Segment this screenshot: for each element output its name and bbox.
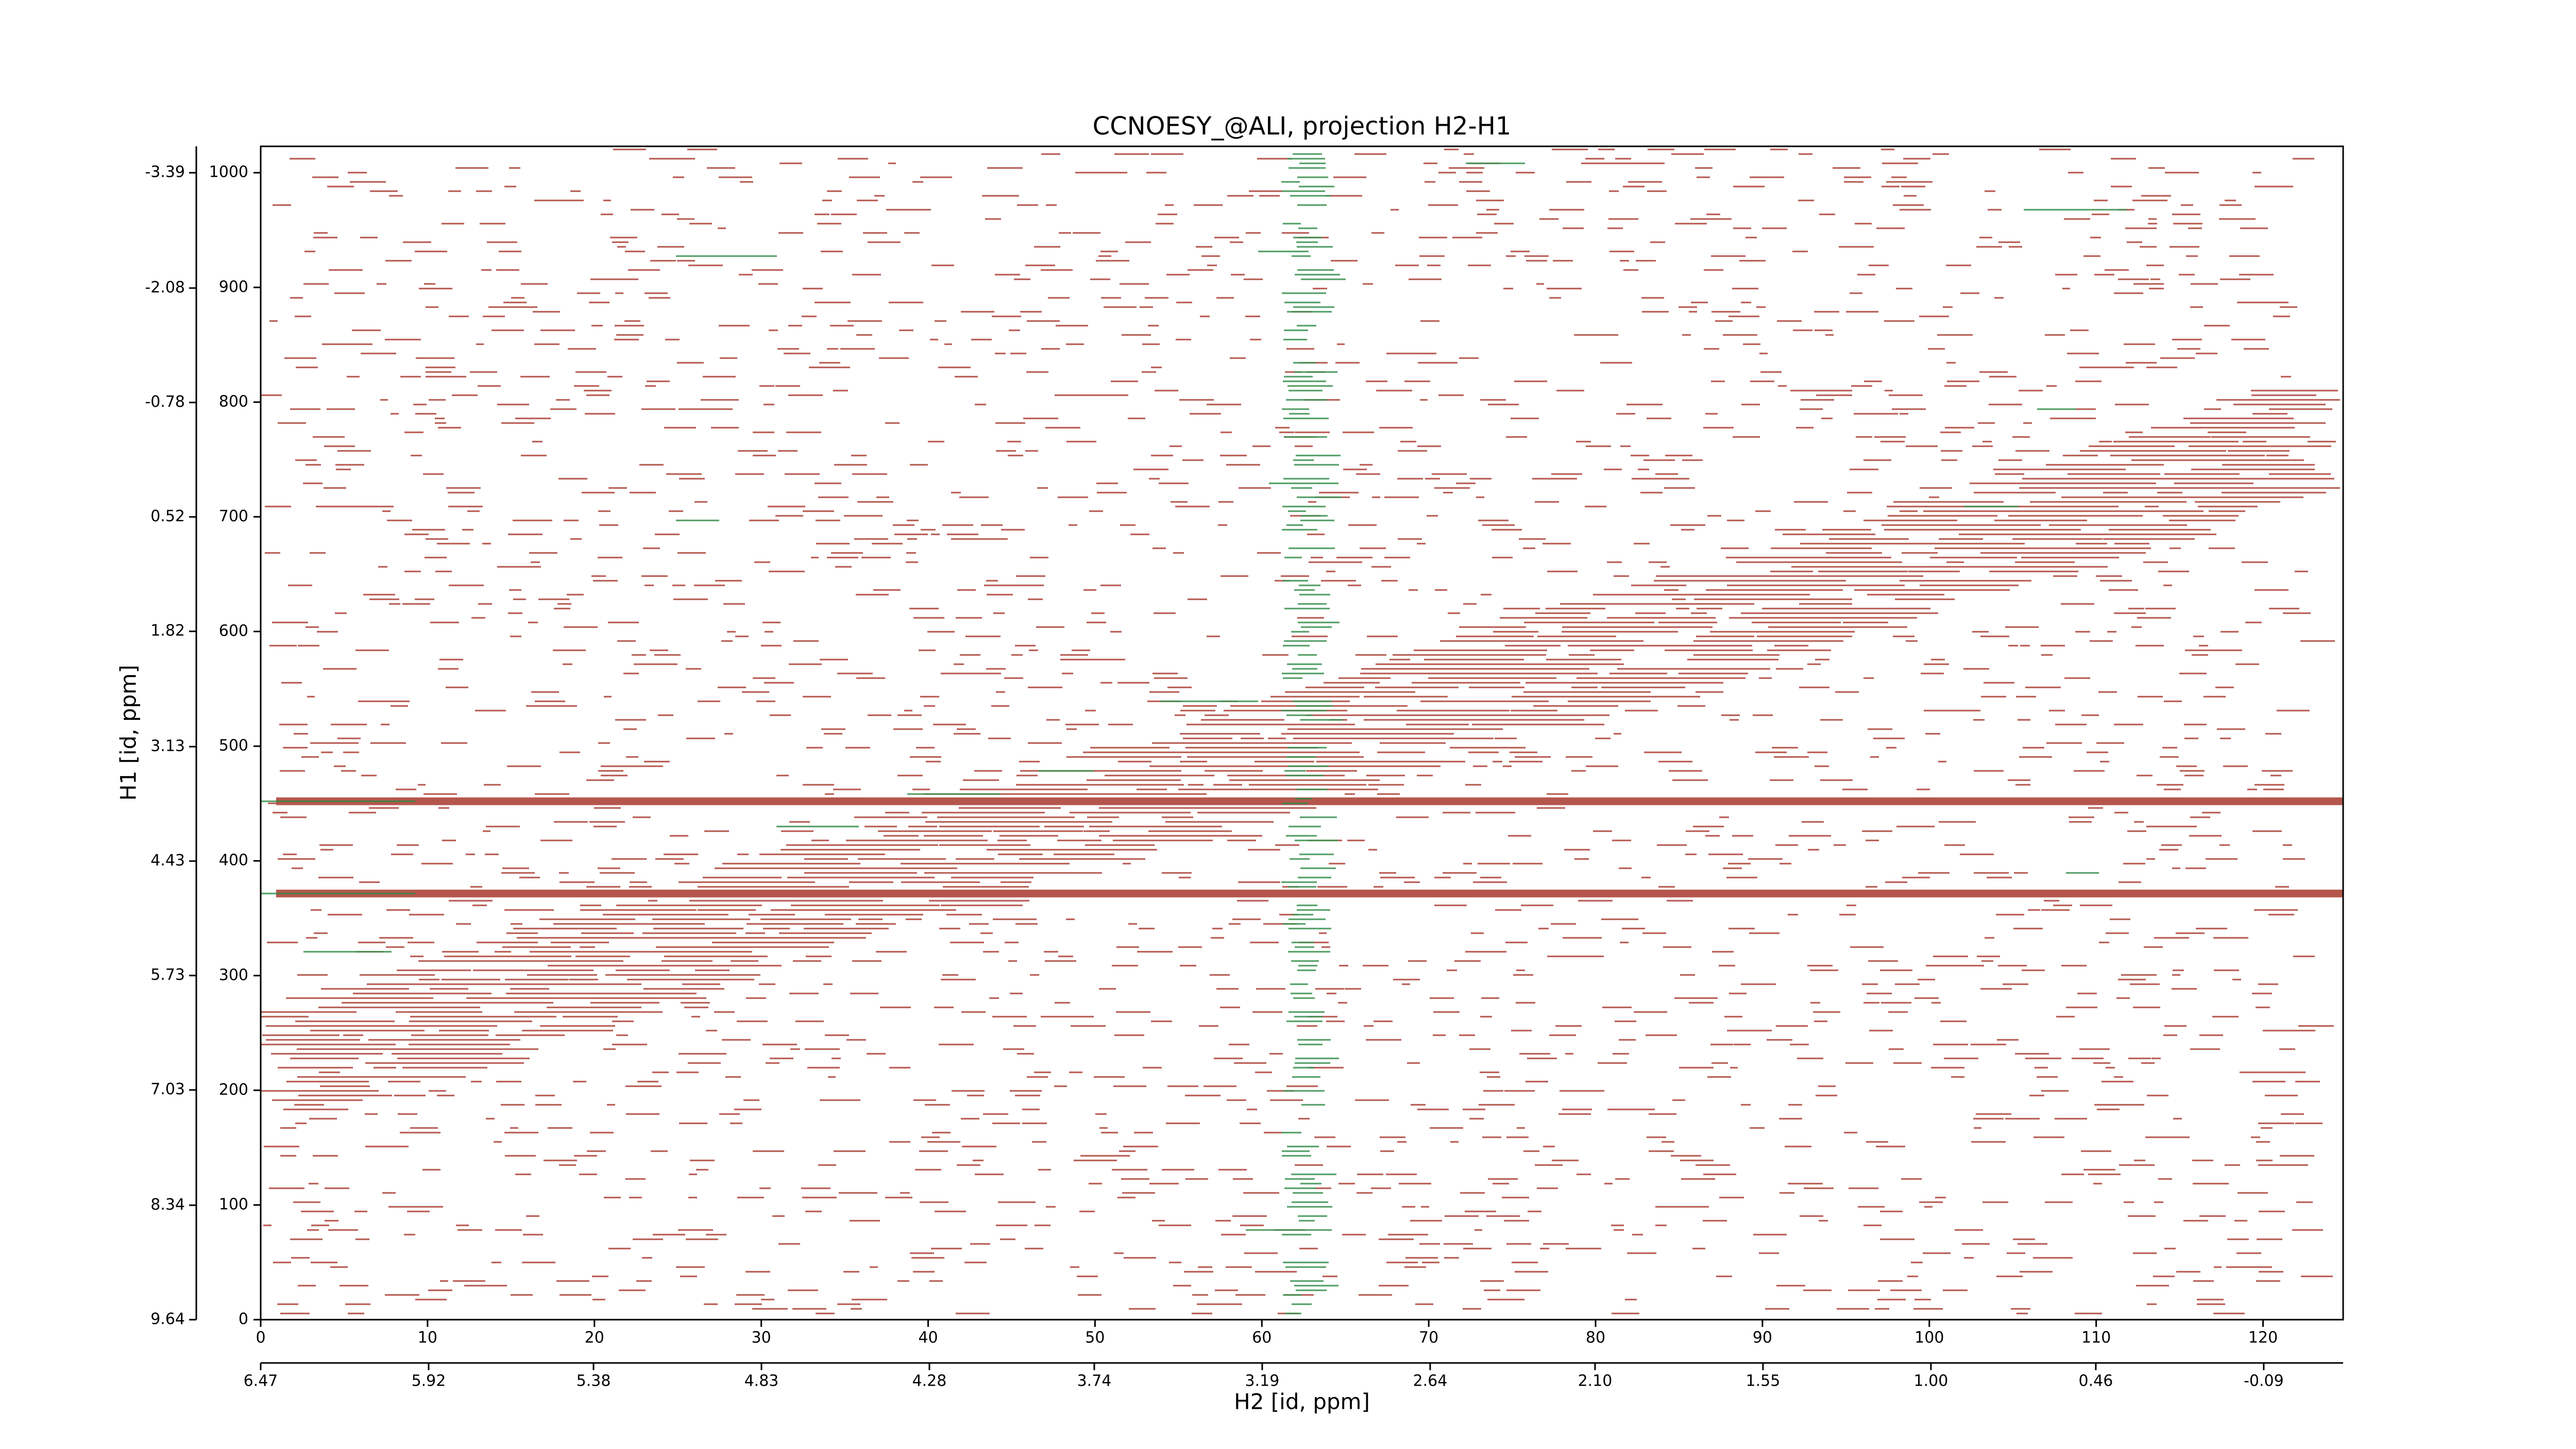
x2-tick-label: -0.09 xyxy=(2244,1372,2284,1390)
y-tick-label: 400 xyxy=(219,851,248,869)
x-tick-label: 30 xyxy=(752,1329,771,1347)
x-tick-label: 90 xyxy=(1753,1329,1772,1347)
y2-tick-label: 1.82 xyxy=(150,622,185,640)
x2-tick-label: 0.46 xyxy=(2079,1372,2113,1390)
y-tick-label: 600 xyxy=(219,622,248,640)
x-tick-label: 60 xyxy=(1252,1329,1272,1347)
y-tick-label: 0 xyxy=(239,1310,248,1328)
x-axis-label: H2 [id, ppm] xyxy=(1234,1389,1370,1414)
y-tick-label: 1000 xyxy=(209,163,248,181)
x-tick-label: 40 xyxy=(918,1329,938,1347)
x-tick-label: 100 xyxy=(1914,1329,1944,1347)
x2-tick-label: 6.47 xyxy=(244,1372,278,1390)
x-tick-label: 0 xyxy=(256,1329,265,1347)
x2-tick-label: 5.92 xyxy=(412,1372,446,1390)
y2-tick-label: 4.43 xyxy=(150,852,185,870)
y2-tick-label: 0.52 xyxy=(150,508,185,526)
y-tick-label: 300 xyxy=(219,966,248,984)
y-tick-label: 200 xyxy=(219,1081,248,1099)
x-tick-label: 70 xyxy=(1419,1329,1438,1347)
y2-tick-label: 9.64 xyxy=(150,1310,185,1328)
x2-tick-label: 1.00 xyxy=(1913,1372,1948,1390)
x2-tick-label: 5.38 xyxy=(577,1372,611,1390)
y2-tick-label: 8.34 xyxy=(150,1195,185,1214)
x-tick-label: 80 xyxy=(1586,1329,1605,1347)
x-tick-label: 20 xyxy=(585,1329,604,1347)
y2-tick-label: 7.03 xyxy=(150,1081,185,1099)
contour-green xyxy=(261,153,2127,1315)
y-tick-label: 100 xyxy=(219,1195,248,1214)
y2-tick-label: 5.73 xyxy=(150,966,185,984)
x2-tick-label: 4.83 xyxy=(744,1372,779,1390)
contour-texture xyxy=(261,148,2343,1315)
y-axis-label: H1 [id, ppm] xyxy=(116,665,141,801)
y-tick-label: 500 xyxy=(219,737,248,755)
y2-tick-label: -3.39 xyxy=(145,163,185,181)
x2-tick-label: 3.74 xyxy=(1077,1372,1112,1390)
y2-tick-label: -0.78 xyxy=(145,393,185,411)
y2-tick-label: -2.08 xyxy=(145,279,185,297)
chart-title: CCNOESY_@ALI, projection H2-H1 xyxy=(1093,112,1512,141)
y-tick-label: 700 xyxy=(219,507,248,525)
x2-tick-label: 3.19 xyxy=(1245,1372,1280,1390)
x2-tick-label: 4.28 xyxy=(912,1372,947,1390)
x-tick-label: 120 xyxy=(2248,1329,2278,1347)
y-tick-label: 800 xyxy=(219,393,248,411)
x-tick-label: 50 xyxy=(1085,1329,1105,1347)
x2-tick-label: 2.10 xyxy=(1578,1372,1613,1390)
plot-frame xyxy=(260,145,2344,1321)
contour-red xyxy=(261,148,2343,1315)
x2-tick-label: 1.55 xyxy=(1746,1372,1781,1390)
x-tick-label: 10 xyxy=(418,1329,437,1347)
x-tick-label: 110 xyxy=(2081,1329,2111,1347)
y-tick-label: 900 xyxy=(219,278,248,296)
x2-tick-label: 2.64 xyxy=(1413,1372,1448,1390)
y2-tick-label: 3.13 xyxy=(150,737,185,755)
